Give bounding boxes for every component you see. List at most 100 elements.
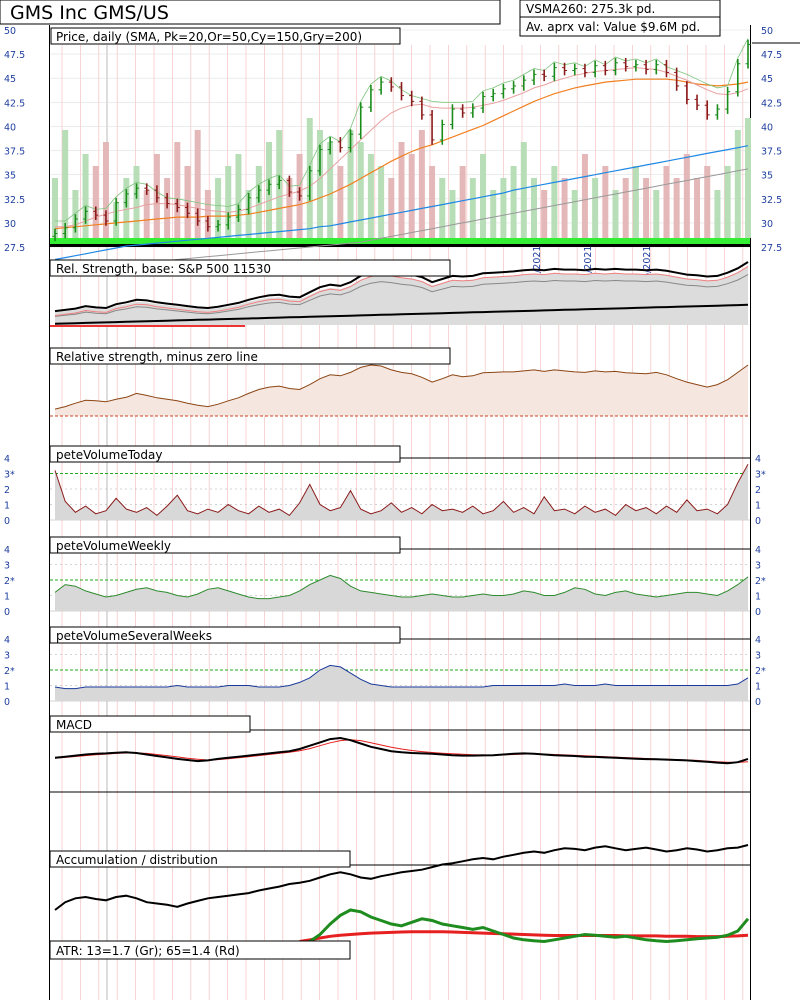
pvt-line	[54, 463, 749, 517]
pvs-area	[55, 665, 748, 701]
price-tick-left: 50	[4, 26, 16, 37]
volume-bar	[694, 178, 701, 238]
sma50-line	[54, 78, 749, 230]
volume-bar	[388, 178, 395, 238]
volume-tick-right: 3	[755, 651, 761, 662]
volume-bar	[418, 130, 425, 238]
rsz-area	[55, 365, 748, 416]
volume-tick-left: 1	[4, 501, 10, 512]
volume-tick-right: 2	[755, 485, 761, 496]
volume-tick-right: 4	[755, 545, 761, 556]
pvt-panel-label: peteVolumeToday	[56, 448, 162, 462]
atr-panel: ATR: 13=1.7 (Gr); 65=1.4 (Rd)	[49, 908, 750, 960]
price-tick-left: 37.5	[4, 147, 25, 158]
volume-bar	[378, 166, 385, 238]
macd-panel-label: MACD	[56, 718, 92, 732]
rsz-line	[54, 364, 749, 410]
volume-tick-right: 0	[755, 607, 761, 618]
volume-bar	[490, 190, 497, 238]
volume-tick-right: 2*	[755, 666, 766, 677]
price-tick-right: 40	[761, 122, 773, 133]
ad-panel: Accumulation / distribution	[49, 844, 750, 911]
volume-bar	[612, 190, 619, 238]
rs-panel-label: Rel. Strength, base: S&P 500 11530	[56, 262, 271, 276]
volume-bar	[745, 118, 751, 238]
price-axis-right: 50 47.5 45 42.5 40 37.5 35 32.5 30 27.5	[761, 26, 782, 254]
rs-panel: Rel. Strength, base: S&P 500 11530	[49, 259, 749, 327]
atr-panel-label: ATR: 13=1.7 (Gr); 65=1.4 (Rd)	[56, 944, 240, 958]
ad-panel-label: Accumulation / distribution	[56, 853, 218, 867]
volume-bar	[673, 178, 680, 238]
price-tick-left: 45	[4, 74, 16, 85]
pvs-panel-label: peteVolumeSeveralWeeks	[56, 629, 212, 643]
price-panel-base	[50, 244, 750, 247]
volume-bar	[408, 154, 415, 238]
pvs-line	[54, 664, 749, 690]
ad-line	[54, 844, 749, 911]
volume-bar	[204, 190, 211, 238]
price-tick-left: 47.5	[4, 50, 25, 61]
volume-bar	[184, 166, 191, 238]
price-panel-label: Price, daily (SMA, Pk=20,Or=50,Cy=150,Gr…	[56, 30, 362, 44]
price-tick-right: 50	[761, 26, 773, 37]
date-label: 01/2021	[532, 246, 543, 285]
volume-bar	[541, 190, 548, 238]
volume-bar	[62, 130, 69, 238]
volume-bar	[429, 166, 436, 238]
volume-tick-left: 2*	[4, 666, 15, 677]
volume-bar	[327, 142, 334, 238]
volume-tick-right: 4	[755, 635, 761, 646]
volume-bar	[316, 130, 323, 238]
volume-bar	[367, 154, 374, 238]
price-tick-left: 30	[4, 219, 16, 230]
volume-tick-left: 1	[4, 682, 10, 693]
rs-base-line	[54, 303, 749, 325]
volume-bar	[143, 190, 150, 238]
avval-box: Av. aprx val: Value $9.6M pd.	[519, 16, 721, 37]
volume-bar	[622, 178, 629, 238]
volume-bar	[459, 166, 466, 238]
volume-tick-right: 0	[755, 697, 761, 708]
price-tick-right: 42.5	[761, 98, 782, 109]
volume-tick-left: 2	[4, 485, 10, 496]
pvw-panel: peteVolumeWeekly 0 0 1 1 2* 2* 3 3 4 4	[4, 536, 766, 618]
rs-pink-line	[54, 265, 749, 317]
volume-bar	[714, 190, 721, 238]
macd-panel: MACD	[49, 715, 750, 793]
pvt-panel: peteVolumeToday 0 0 1 1 2 2 3* 3* 4 4	[4, 445, 766, 527]
volume-tick-left: 4	[4, 454, 10, 465]
price-panel: 50 47.5 45 42.5 40 37.5 35 32.5 30 27.5 50 47.5 45 4…	[4, 26, 800, 285]
price-tick-left: 35	[4, 171, 16, 182]
vsma-box: VSMA260: 275.3k pd.	[519, 0, 721, 18]
rs-slow-line	[54, 274, 749, 317]
volume-tick-right: 4	[755, 454, 761, 465]
volume-tick-right: 3	[755, 561, 761, 572]
volume-tick-left: 0	[4, 607, 10, 618]
volume-baseline-band	[50, 238, 750, 244]
volume-bar	[520, 142, 527, 238]
pvt-area	[55, 464, 748, 520]
volume-bar	[571, 190, 578, 238]
volume-bar	[581, 154, 588, 238]
volume-bar	[602, 166, 609, 238]
volume-bar	[530, 178, 537, 238]
price-tick-right: 47.5	[761, 50, 782, 61]
volume-bar	[704, 166, 711, 238]
price-tick-left: 40	[4, 122, 16, 133]
price-tick-right: 32.5	[761, 195, 782, 206]
volume-bar	[398, 142, 405, 238]
volume-tick-right: 1	[755, 682, 761, 693]
volume-bar	[225, 166, 232, 238]
volume-bar	[643, 178, 650, 238]
volume-bar	[82, 154, 89, 238]
volume-tick-left: 0	[4, 516, 10, 527]
atr13-line	[299, 908, 750, 947]
volume-bar	[72, 190, 79, 238]
page-title: GMS Inc GMS/US	[10, 2, 169, 24]
volume-bar	[592, 178, 599, 238]
volume-bar	[510, 166, 517, 238]
volume-bar	[500, 178, 507, 238]
volume-bar	[92, 166, 99, 238]
volume-tick-left: 0	[4, 697, 10, 708]
